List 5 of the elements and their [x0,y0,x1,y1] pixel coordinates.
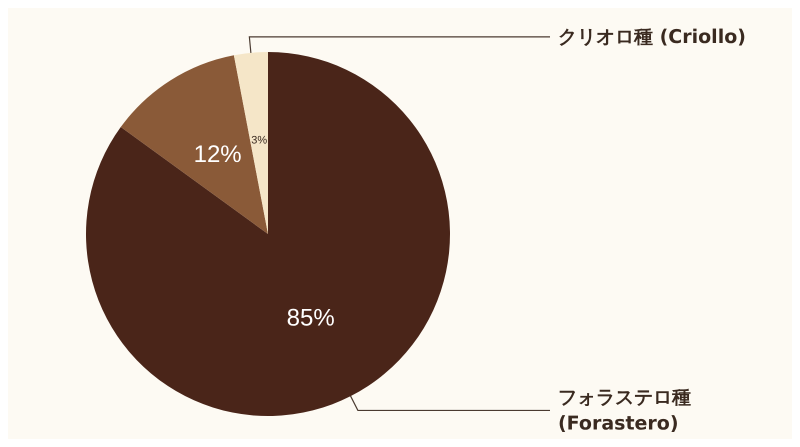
slice-label: フォラステロ種 (Forastero) [558,386,691,434]
data-label: 85% [286,304,335,332]
data-label: 3% [251,134,268,146]
slice-label: クリオロ種 (Criollo) [558,26,746,48]
data-label: 12% [194,141,242,168]
